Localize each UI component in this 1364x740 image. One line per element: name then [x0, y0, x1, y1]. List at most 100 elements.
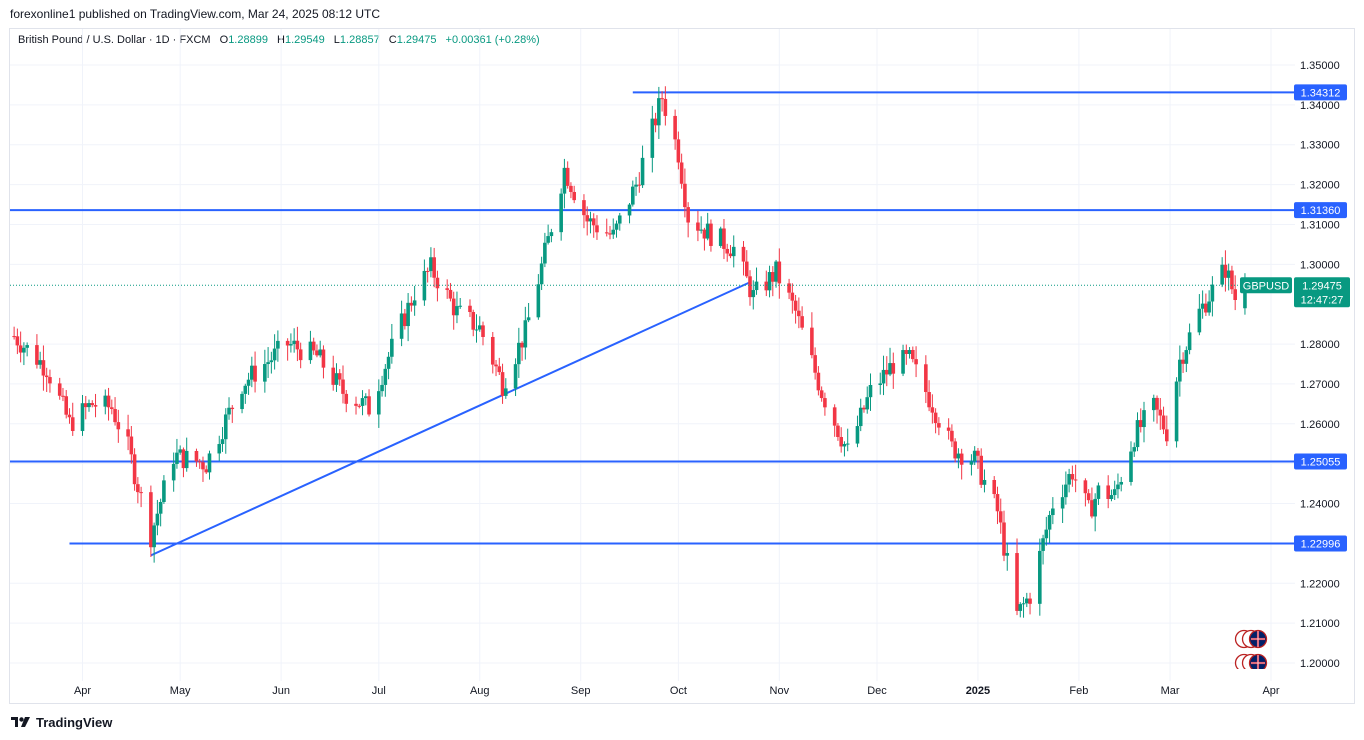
price-axis[interactable]: 1.35000 1.34000 1.33000 1.32000 1.31000 1.300… [1300, 60, 1340, 670]
candle-body [481, 325, 485, 337]
candle-body [1210, 284, 1215, 302]
candle-body [953, 441, 957, 459]
candle-body [1161, 415, 1166, 430]
candle-body [790, 292, 795, 301]
candle-body [924, 364, 928, 393]
candle-body [1119, 481, 1124, 485]
candle-body [136, 484, 140, 493]
candle-body [608, 233, 612, 235]
candle-body [386, 356, 391, 369]
candle-body [1064, 484, 1068, 498]
candle-body [497, 366, 502, 373]
candle-body [380, 384, 384, 392]
candle-body [18, 345, 23, 353]
candle-body [276, 340, 280, 349]
candle-body [982, 479, 987, 485]
candle-body [399, 313, 404, 339]
price-tags: 1.34312 1.31360 1.25055 1.22996 GBPUSD 1.2947… [10, 84, 1350, 552]
candle-body [93, 405, 98, 407]
candle-body [155, 513, 160, 526]
candle-body [995, 494, 1000, 512]
candle-body [152, 525, 156, 548]
candle-body [318, 349, 322, 356]
candle-body [227, 407, 231, 415]
candle-body [839, 437, 843, 447]
time-tick-label: Sep [571, 685, 591, 697]
candle-body [57, 383, 62, 396]
candle-body [1060, 497, 1065, 509]
candle-body [536, 284, 541, 318]
candle-body [855, 426, 860, 444]
candle-body [845, 443, 850, 445]
candle-body [595, 225, 599, 233]
candle-body [315, 350, 319, 356]
low-value: 1.28857 [339, 34, 380, 46]
candle-body [181, 449, 186, 469]
candle-body [1070, 474, 1075, 480]
candle-body [797, 310, 801, 317]
candle-body [777, 261, 782, 284]
candle-body [425, 270, 430, 272]
candle-body [901, 350, 905, 374]
candle-body [914, 359, 918, 365]
candle-body [562, 167, 567, 194]
candle-body [445, 288, 449, 290]
candle-body [683, 183, 687, 208]
candle-body [823, 398, 827, 408]
candle-body [363, 396, 368, 399]
candle-body [998, 511, 1003, 523]
price-tick-label: 1.26000 [1300, 419, 1340, 431]
time-tick-label: Apr [74, 685, 91, 697]
candle-body [959, 453, 964, 465]
candle-body [1047, 515, 1052, 530]
candle-body [432, 257, 436, 278]
candle-body [1024, 598, 1029, 604]
countdown-label: 12:47:27 [1301, 294, 1344, 306]
candle-body [1051, 508, 1055, 516]
candle-body [435, 277, 440, 289]
candle-body [1155, 397, 1159, 410]
candle-body [767, 272, 772, 291]
candle-body [663, 98, 668, 116]
candle-body [468, 305, 472, 312]
candle-body [331, 367, 336, 385]
candle-body [523, 320, 528, 348]
candle-body [657, 98, 661, 126]
candle-body [1220, 264, 1224, 285]
symbol-legend: British Pound / U.S. Dollar · 1D · FXCM … [18, 34, 540, 46]
candle-body [1038, 550, 1042, 604]
horizontal-levels[interactable] [10, 91, 1295, 545]
candle-body [513, 364, 518, 389]
candle-body [1158, 409, 1163, 416]
time-tick-label: May [170, 685, 191, 697]
candle-body [819, 390, 824, 399]
candle-body [1093, 498, 1097, 517]
level-price-tag [1294, 84, 1347, 101]
level-price-label: 1.22996 [1301, 539, 1341, 551]
candle-body [774, 261, 778, 282]
flag-icon[interactable] [1233, 627, 1275, 673]
candle-body [61, 395, 65, 397]
price-tick-label: 1.35000 [1300, 60, 1340, 72]
candle-body [950, 430, 954, 442]
news-flags[interactable] [1233, 627, 1275, 674]
trend-lines[interactable] [150, 281, 751, 557]
candle-body [194, 450, 199, 462]
price-tick-label: 1.22000 [1300, 578, 1340, 590]
candle-body [44, 375, 49, 378]
candle-body [660, 98, 664, 100]
trend-line[interactable] [150, 281, 751, 557]
candle-body [406, 302, 410, 327]
candle-body [1197, 308, 1202, 333]
candle-body [126, 429, 130, 437]
candle-body [793, 300, 798, 311]
candle-body [90, 403, 95, 406]
candle-body [1086, 493, 1091, 501]
tradingview-footer[interactable]: TradingView [10, 713, 112, 731]
candle-body [904, 350, 909, 354]
candle-body [559, 193, 563, 233]
time-axis[interactable]: Apr May Jun Jul Aug Sep Oct Nov Dec 2025 Feb Mar Apr [74, 685, 1280, 697]
symbol-title[interactable]: British Pound / U.S. Dollar · 1D · FXCM [18, 34, 211, 46]
candle-body [1018, 604, 1023, 611]
